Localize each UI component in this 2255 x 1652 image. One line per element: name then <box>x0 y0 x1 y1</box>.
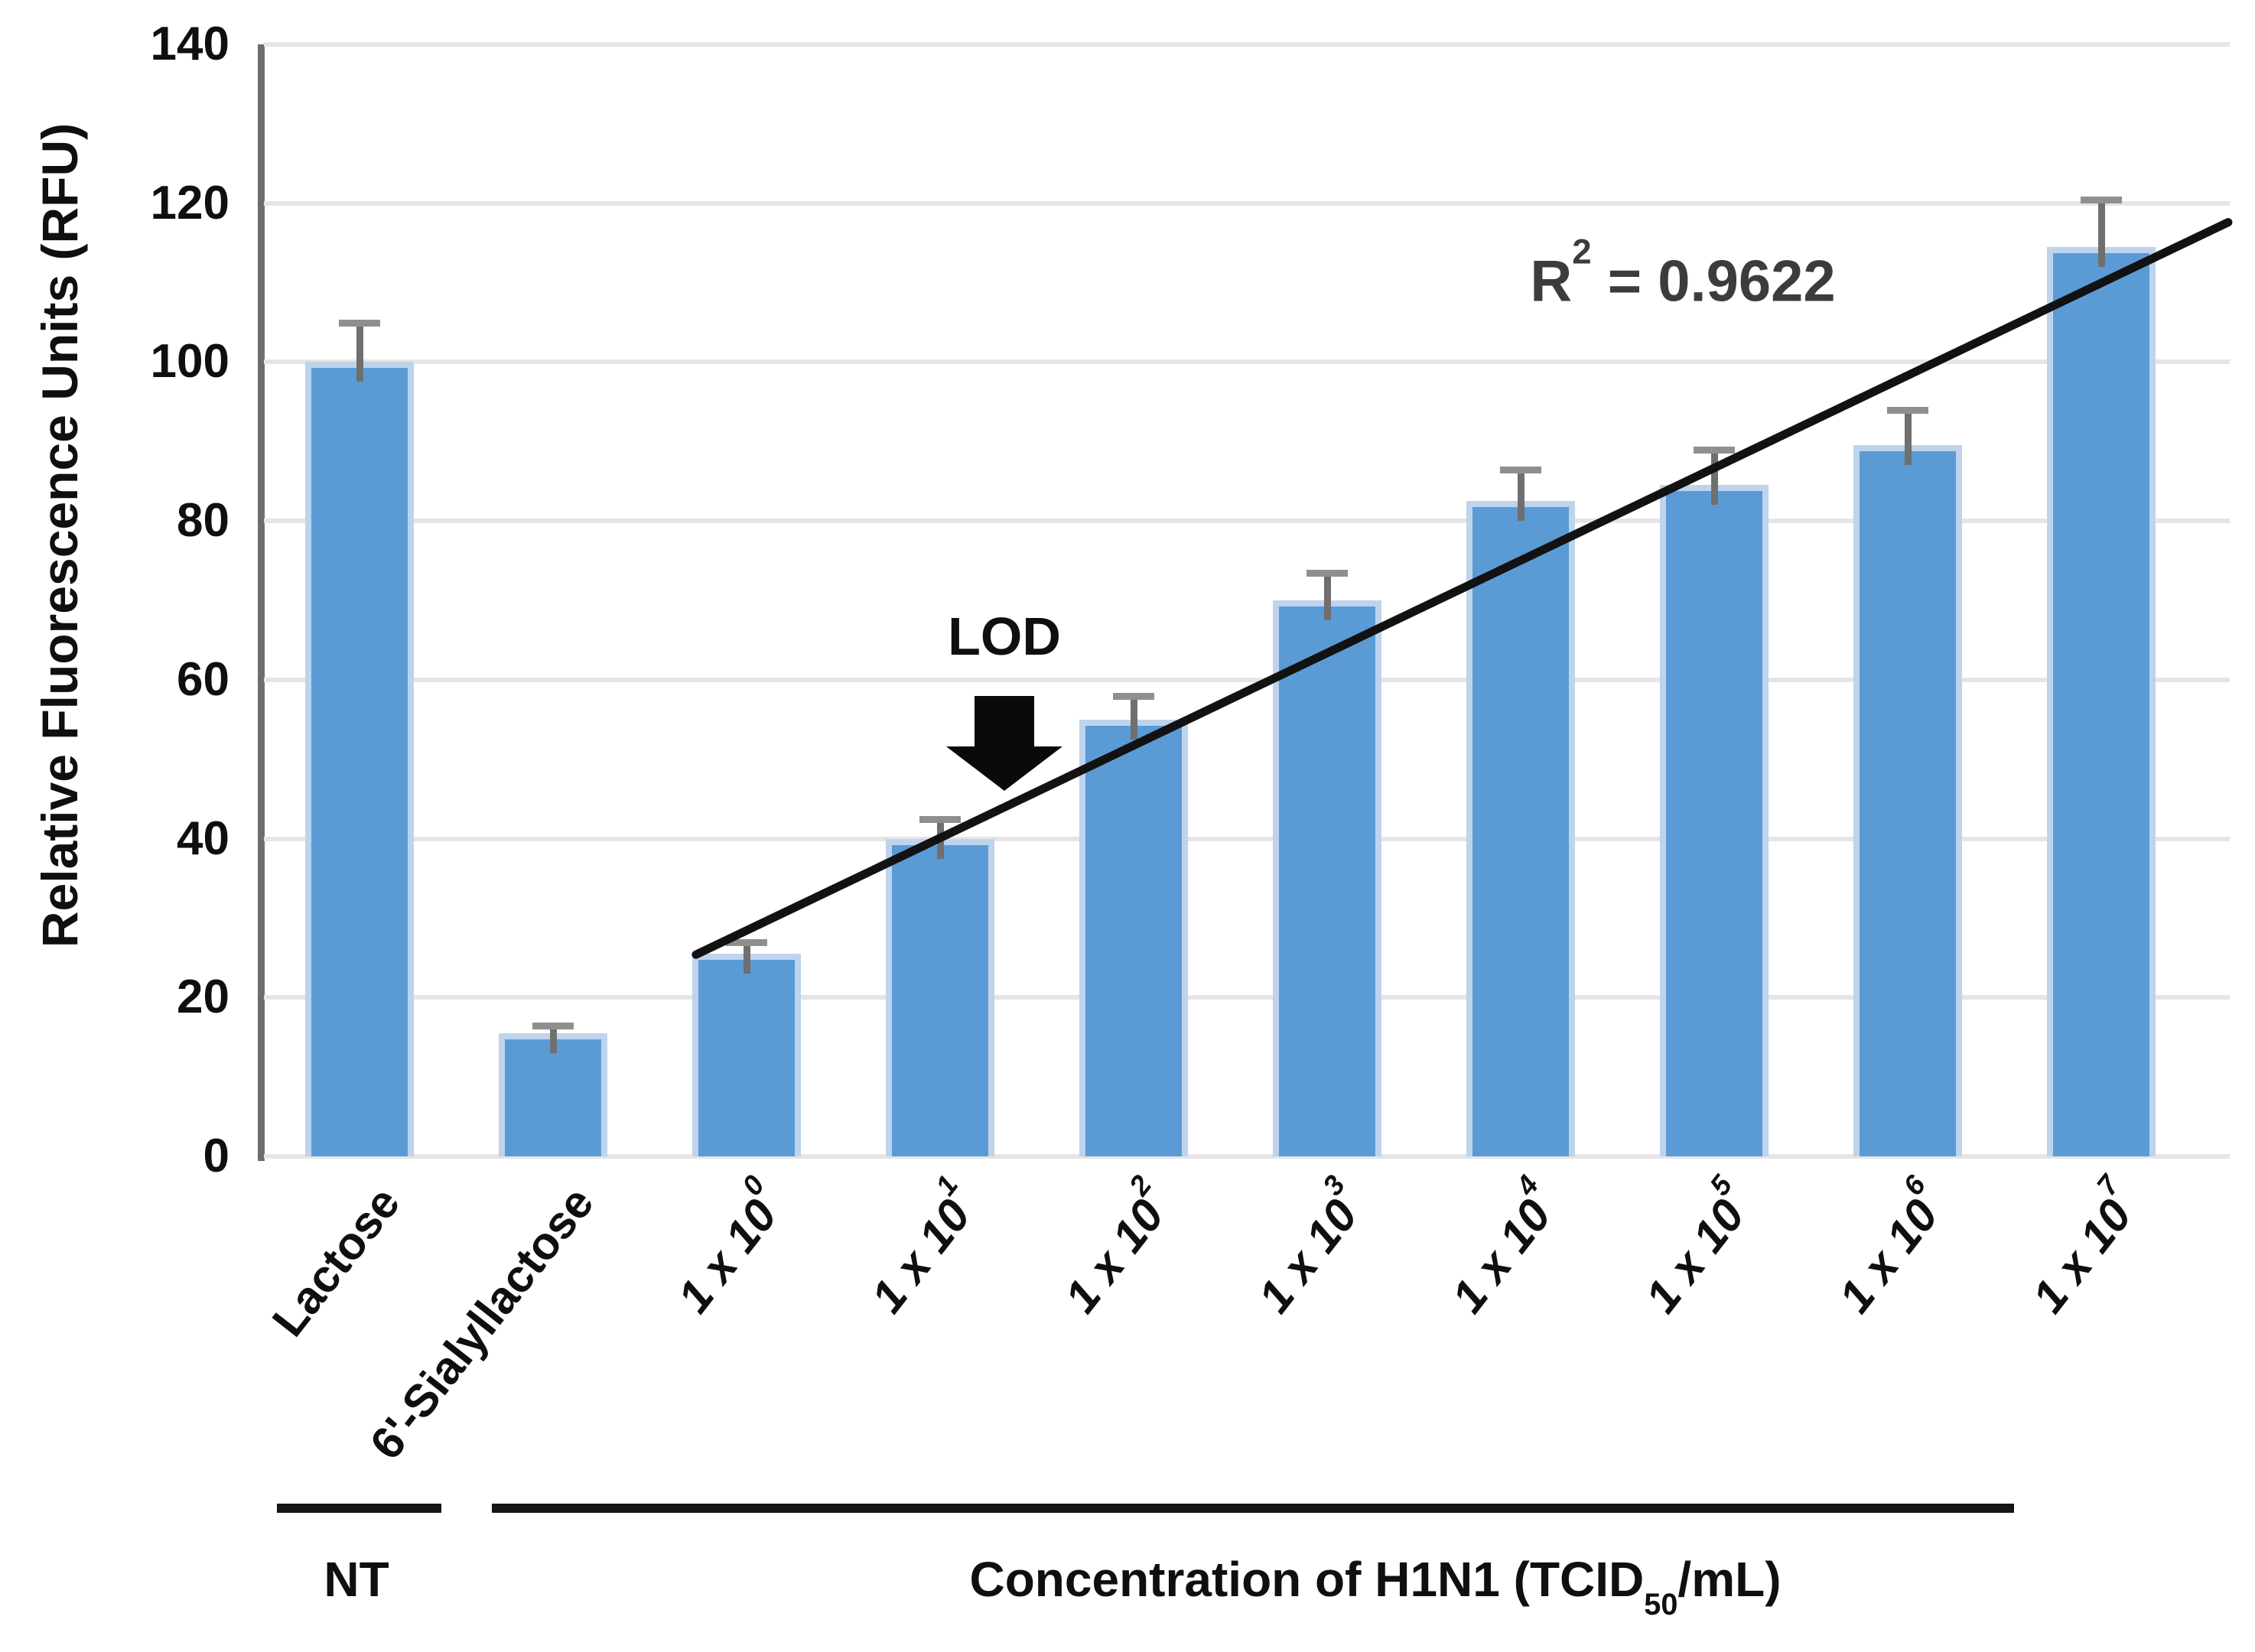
r-squared-value: = 0.9622 <box>1591 249 1836 314</box>
error-bar-1 <box>549 1025 557 1053</box>
error-bar-cap-0 <box>339 319 380 327</box>
x-category-label-9: 1 x 107 <box>2022 1169 2142 1322</box>
gridline-100 <box>264 359 2230 365</box>
x-category-label-6: 1 x 104 <box>1442 1169 1561 1322</box>
concentration-label-end: /mL) <box>1677 1552 1782 1607</box>
error-bar-9 <box>2097 199 2105 267</box>
error-bar-cap-3 <box>919 815 961 823</box>
bar-1 <box>499 1033 607 1156</box>
down-arrow-head <box>946 746 1062 791</box>
error-bar-4 <box>1130 695 1137 740</box>
concentration-group-underline <box>492 1504 2014 1513</box>
error-bar-cap-6 <box>1500 466 1541 473</box>
error-bar-cap-9 <box>2081 196 2122 203</box>
error-bar-cap-8 <box>1887 406 1928 414</box>
plot-area: LOD R2 = 0.9622 <box>264 42 2233 1159</box>
error-bar-5 <box>1323 572 1331 620</box>
gridline-60 <box>264 677 2230 682</box>
r-squared-label: R2 = 0.9622 <box>1530 234 1836 315</box>
error-bar-cap-4 <box>1113 692 1154 700</box>
error-bar-cap-5 <box>1306 569 1348 577</box>
x-category-label-7: 1 x 105 <box>1635 1169 1755 1322</box>
x-category-label-3: 1 x 101 <box>861 1169 981 1322</box>
r-squared-base: R <box>1530 249 1573 314</box>
concentration-label-subscript: 50 <box>1644 1587 1678 1621</box>
bar-9 <box>2047 246 2156 1156</box>
error-bar-cap-1 <box>532 1022 574 1029</box>
bar-6 <box>1466 501 1575 1156</box>
gridline-140 <box>264 42 2230 47</box>
error-bar-0 <box>356 322 363 382</box>
gridline-0 <box>264 1154 2230 1159</box>
bar-5 <box>1273 600 1381 1156</box>
bar-0 <box>305 362 414 1156</box>
error-bar-6 <box>1517 469 1524 522</box>
y-tick-label-60: 60 <box>177 652 229 706</box>
gridline-120 <box>264 200 2230 206</box>
gridline-20 <box>264 995 2230 1000</box>
r-squared-exponent: 2 <box>1572 232 1592 272</box>
gridline-80 <box>264 519 2230 524</box>
error-bar-cap-2 <box>726 938 767 946</box>
y-tick-label-40: 40 <box>177 811 229 865</box>
nt-group-underline <box>277 1504 441 1513</box>
y-tick-label-20: 20 <box>177 971 229 1024</box>
y-axis-line <box>258 44 265 1161</box>
y-tick-label-120: 120 <box>150 176 229 229</box>
trendline <box>691 218 2233 959</box>
x-category-label-8: 1 x 106 <box>1829 1169 1948 1322</box>
y-tick-label-100: 100 <box>150 335 229 389</box>
bar-8 <box>1853 445 1962 1156</box>
y-tick-label-80: 80 <box>177 494 229 548</box>
x-category-label-5: 1 x 103 <box>1248 1169 1368 1322</box>
x-category-label-4: 1 x 102 <box>1055 1169 1174 1322</box>
x-category-label-0: Lactose <box>262 1177 410 1346</box>
error-bar-2 <box>743 941 750 974</box>
down-arrow-icon <box>946 696 1062 791</box>
bar-2 <box>692 954 801 1156</box>
gridline-40 <box>264 836 2230 841</box>
concentration-label-base: Concentration of H1N1 (TCID <box>969 1552 1645 1607</box>
lod-annotation: LOD <box>946 609 1062 791</box>
down-arrow-shaft <box>975 696 1034 746</box>
error-bar-8 <box>1904 409 1912 466</box>
error-bar-7 <box>1710 449 1718 506</box>
y-tick-label-140: 140 <box>150 18 229 70</box>
concentration-group-label: Concentration of H1N1 (TCID50/mL) <box>969 1551 1782 1620</box>
nt-group-label: NT <box>324 1552 389 1607</box>
lod-label: LOD <box>948 606 1061 666</box>
bar-4 <box>1079 719 1188 1156</box>
y-tick-label-0: 0 <box>203 1130 229 1182</box>
error-bar-cap-7 <box>1694 446 1735 454</box>
x-category-label-2: 1 x 100 <box>668 1169 787 1322</box>
